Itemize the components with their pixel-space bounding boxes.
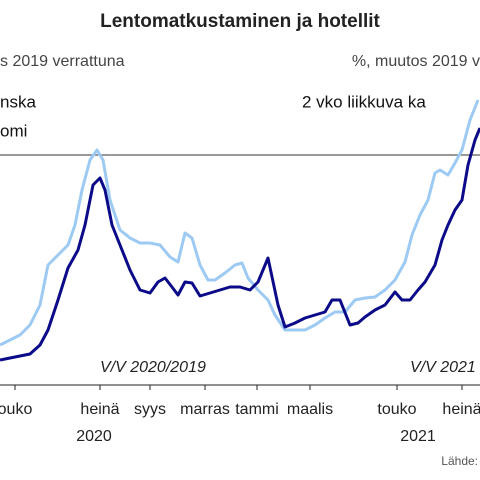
chart-title: Lentomatkustaminen ja hotellit [100,11,380,32]
legend-text: nska [0,92,36,111]
series-line [0,99,480,347]
source: Lähde: [441,454,478,468]
x-tick-label: ouko [0,401,32,418]
year-label: 2020 [76,428,112,445]
x-tick-label: heinä [80,401,119,418]
x-tick-label: marras [180,401,230,418]
annotation: V/V 2021 [410,359,476,376]
x-tick-label: heinä [442,401,480,418]
series-line [0,127,480,362]
subtitle: s 2019 verrattuna [0,53,125,70]
annotation: V/V 2020/2019 [100,359,206,376]
x-tick-label: syys [134,401,166,418]
legend-text: omi [0,121,27,140]
note: 2 vko liikkuva ka [302,92,426,111]
x-tick-label: maalis [287,401,333,418]
x-tick-label: touko [377,401,416,418]
x-tick-label: tammi [235,401,279,418]
subtitle: %, muutos 2019 v [352,53,480,70]
year-label: 2021 [400,428,436,445]
